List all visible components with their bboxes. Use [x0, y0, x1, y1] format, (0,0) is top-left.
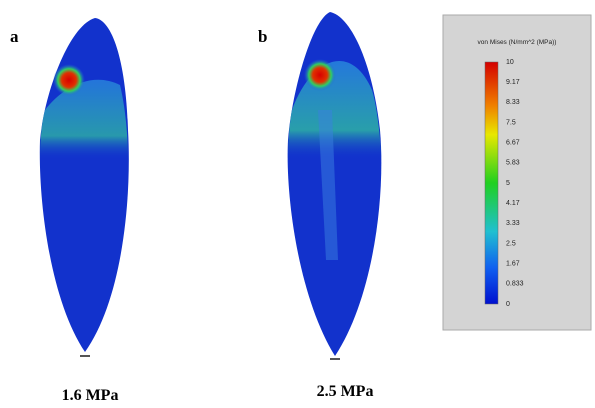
legend-tick-label: 1.67 — [506, 261, 520, 268]
legend-tick-label: 6.67 — [506, 140, 520, 147]
legend-tick-label: 4.17 — [506, 200, 520, 207]
tip-marker — [330, 358, 340, 360]
panel-caption: 1.6 MPa — [62, 387, 119, 404]
tip-marker — [80, 355, 90, 357]
stress-band — [40, 79, 128, 160]
legend-tick-label: 3.33 — [506, 220, 520, 227]
legend-box — [442, 14, 592, 331]
panel-b: b 2.5 MPa — [258, 12, 382, 400]
legend: von Mises (N/mm^2 (MPa)) 10 9.17 8.33 7.5 6.… — [442, 14, 592, 331]
stress-hotspot — [53, 64, 85, 96]
legend-tick-label: 2.5 — [506, 240, 516, 247]
legend-tick-label: 8.33 — [506, 99, 520, 106]
legend-tick-label: 9.17 — [506, 79, 520, 86]
stress-streak — [318, 110, 338, 260]
panel-label: b — [258, 27, 267, 46]
panel-caption: 2.5 MPa — [317, 383, 374, 400]
tooth-model — [39, 18, 129, 352]
legend-tick-label: 5.83 — [506, 160, 520, 167]
legend-tick-label: 0.833 — [506, 281, 524, 288]
panel-a: a 1.6 MPa — [10, 18, 129, 404]
legend-tick-label: 10 — [506, 59, 514, 66]
color-bar — [484, 61, 499, 305]
legend-tick-label: 0 — [506, 301, 510, 308]
legend-title: von Mises (N/mm^2 (MPa)) — [478, 39, 557, 46]
panel-label: a — [10, 27, 19, 46]
legend-tick-label: 5 — [506, 180, 510, 187]
legend-tick-label: 7.5 — [506, 119, 516, 126]
stress-hotspot — [304, 59, 336, 91]
